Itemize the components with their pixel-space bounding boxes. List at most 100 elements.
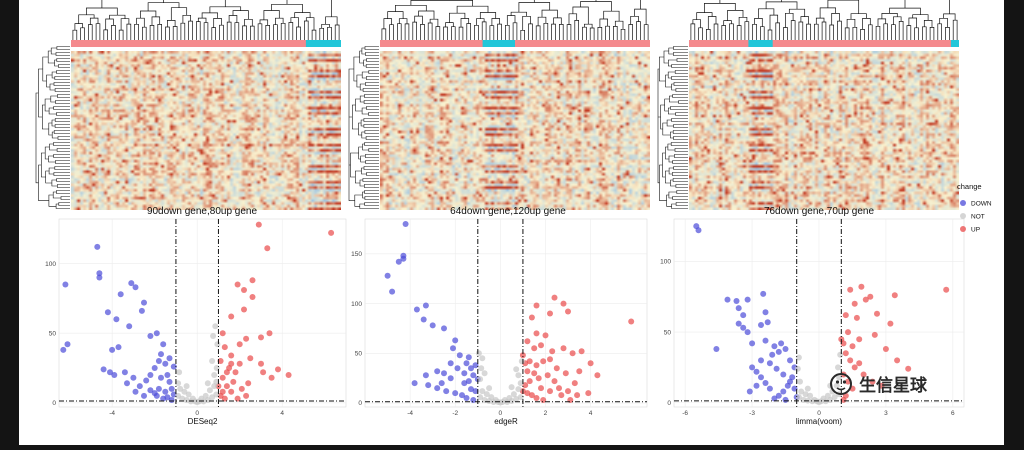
y-tick-label: 0 [667,400,671,407]
data-point [228,352,235,359]
data-point [540,397,547,403]
legend-swatch-up [960,226,966,232]
group-bar-b [748,40,773,47]
data-point [858,283,865,290]
data-point [740,312,747,319]
data-point [160,395,167,402]
plot-background [58,218,347,408]
x-tick-label: -4 [407,410,413,417]
data-point [549,348,556,355]
data-point [234,281,241,288]
edger-heatmap [348,0,650,210]
y-tick-label: 0 [52,400,56,407]
data-point [713,346,720,352]
data-point [535,375,542,382]
data-point [395,258,402,265]
plot-title: 64down gene,120up gene [450,206,566,217]
data-point [434,368,441,375]
data-point [475,350,482,357]
row-dendrogram-path [348,46,379,209]
data-point [243,392,250,399]
data-point [472,362,479,369]
data-point [849,343,856,350]
data-point [526,378,533,385]
data-point [425,382,432,389]
watermark: 生信星球 [830,373,928,395]
data-point [213,391,220,398]
data-point [775,392,782,399]
data-point [735,320,742,327]
data-point [758,322,764,328]
data-point [528,392,535,399]
data-point [241,287,247,293]
data-point [837,351,844,358]
data-point [483,391,490,398]
group-bar-b [305,40,341,47]
data-point [894,357,901,364]
data-point [452,337,459,344]
data-point [470,397,477,403]
data-point [533,302,540,309]
data-point [835,364,841,371]
data-point [794,365,801,372]
volcano-plots-layer: 90down gene,80up gene -4 0 4 0 50 100 DESeq2 64d… [45,206,965,426]
data-point [836,374,843,381]
data-point [791,385,798,392]
data-point [517,380,524,387]
data-point [268,374,275,381]
x-axis-label: DESeq2 [188,417,218,426]
data-point [553,365,560,372]
data-point [695,227,702,234]
x-tick-label: -3 [749,410,755,417]
data-point [438,380,445,387]
data-point [236,341,243,348]
y-tick-label: 50 [664,329,672,336]
y-tick-label: 0 [358,400,362,407]
data-point [531,370,538,377]
data-point [447,360,454,367]
data-point [441,325,447,332]
data-point [266,330,273,337]
data-point [219,388,226,395]
data-point [243,335,250,342]
data-point [531,345,538,352]
series-up [519,294,635,403]
heatmap-cells [380,51,650,210]
data-point [128,280,135,287]
data-point [210,333,217,339]
data-point [753,382,760,389]
data-point [117,291,124,298]
data-point [856,360,863,367]
volcano-plot-1: 90down gene,80up gene -4 0 4 0 50 100 DESeq2 [45,206,347,426]
data-point [241,306,247,313]
data-point [807,392,814,399]
data-point [515,386,522,393]
data-point [477,394,484,401]
data-point [255,221,262,228]
data-point [219,330,226,337]
data-point [845,329,851,336]
x-tick-label: 3 [884,410,888,417]
data-point [126,323,133,330]
data-point [151,365,158,371]
series-down [693,223,800,403]
group-bar-b [482,40,515,47]
legend-label-not: NOT [971,213,985,220]
data-point [121,369,128,376]
data-point [463,360,470,367]
data-point [749,340,756,347]
data-point [887,320,894,327]
data-point [547,310,553,317]
data-point [141,299,147,306]
data-point [124,380,130,387]
data-point [842,312,849,319]
data-point [204,380,211,387]
data-point [420,316,427,323]
y-tick-label: 50 [49,330,57,337]
data-point [158,351,164,358]
group-bar-a [71,40,341,47]
data-point [214,341,221,348]
legend-label-down: DOWN [971,200,992,207]
data-point [556,385,562,392]
data-point [138,307,145,314]
